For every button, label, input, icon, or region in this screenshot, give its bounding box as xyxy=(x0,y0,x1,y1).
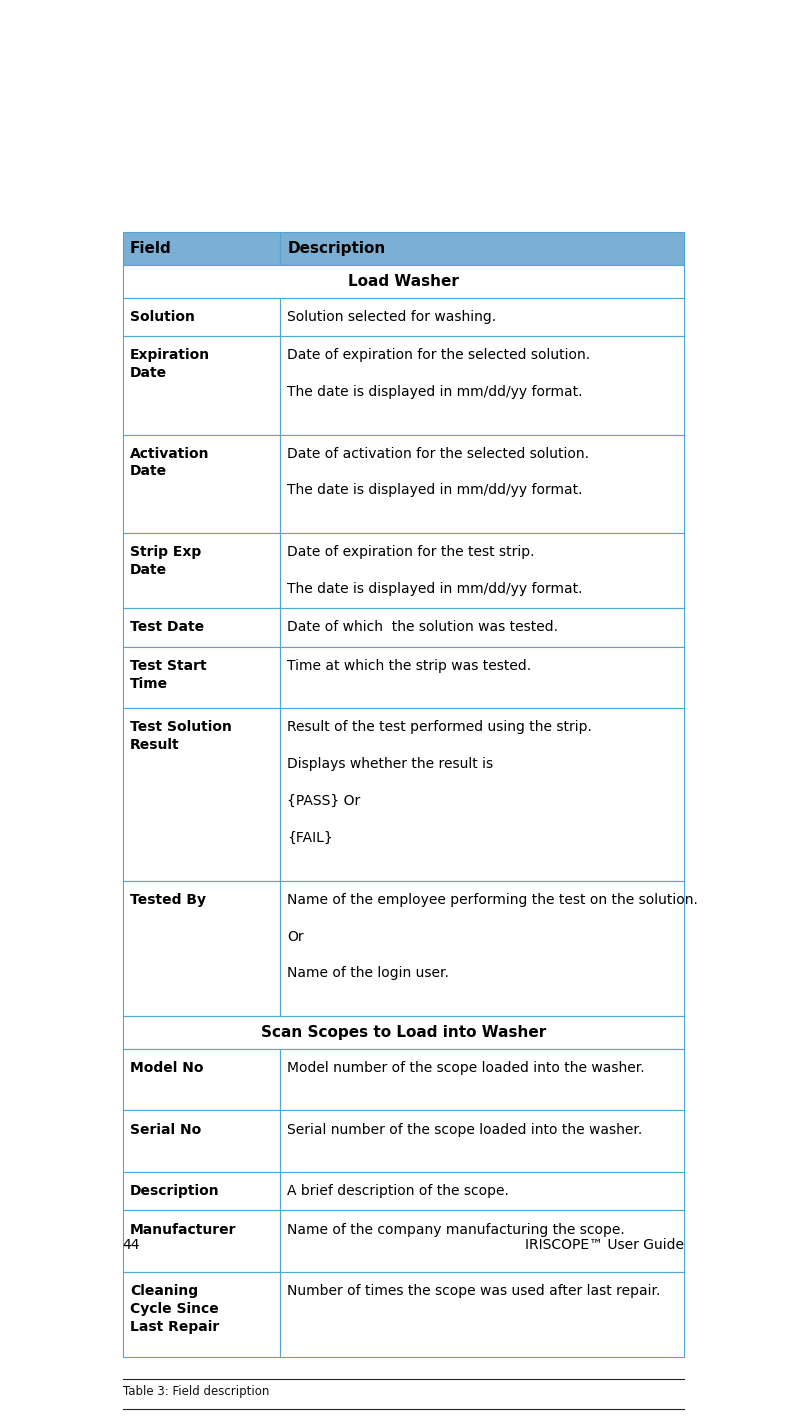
FancyBboxPatch shape xyxy=(280,1210,684,1271)
FancyBboxPatch shape xyxy=(280,708,684,880)
Text: Description: Description xyxy=(287,241,386,255)
FancyBboxPatch shape xyxy=(123,708,280,880)
FancyBboxPatch shape xyxy=(123,880,280,1016)
Text: Result of the test performed using the strip.
 
Displays whether the result is
 : Result of the test performed using the s… xyxy=(287,721,592,845)
Text: Test Date: Test Date xyxy=(130,621,204,635)
FancyBboxPatch shape xyxy=(123,608,280,646)
FancyBboxPatch shape xyxy=(280,1271,684,1357)
FancyBboxPatch shape xyxy=(280,337,684,434)
Text: Date of which  the solution was tested.: Date of which the solution was tested. xyxy=(287,621,558,635)
Text: Scan Scopes to Load into Washer: Scan Scopes to Load into Washer xyxy=(260,1025,546,1040)
Text: IRISCOPE™ User Guide: IRISCOPE™ User Guide xyxy=(525,1239,684,1253)
FancyBboxPatch shape xyxy=(280,646,684,708)
Text: Number of times the scope was used after last repair.: Number of times the scope was used after… xyxy=(287,1284,660,1299)
Text: Manufacturer: Manufacturer xyxy=(130,1223,237,1237)
FancyBboxPatch shape xyxy=(123,532,280,608)
FancyBboxPatch shape xyxy=(280,880,684,1016)
Text: Date of expiration for the selected solution.
 
The date is displayed in mm/dd/y: Date of expiration for the selected solu… xyxy=(287,348,590,400)
FancyBboxPatch shape xyxy=(123,298,280,337)
Text: Serial No: Serial No xyxy=(130,1123,201,1136)
Text: Test Start
Time: Test Start Time xyxy=(130,659,207,691)
Text: Field: Field xyxy=(130,241,172,255)
FancyBboxPatch shape xyxy=(123,1110,280,1172)
Text: Description: Description xyxy=(130,1184,220,1199)
FancyBboxPatch shape xyxy=(280,1172,684,1210)
FancyBboxPatch shape xyxy=(123,1210,280,1271)
FancyBboxPatch shape xyxy=(123,264,684,298)
Text: Table 3: Field description: Table 3: Field description xyxy=(123,1386,269,1398)
FancyBboxPatch shape xyxy=(123,1049,280,1110)
FancyBboxPatch shape xyxy=(280,608,684,646)
FancyBboxPatch shape xyxy=(123,434,280,532)
Text: Tested By: Tested By xyxy=(130,893,206,906)
Text: Name of the company manufacturing the scope.: Name of the company manufacturing the sc… xyxy=(287,1223,625,1237)
Text: Load Washer: Load Washer xyxy=(348,274,459,288)
Text: Model number of the scope loaded into the washer.: Model number of the scope loaded into th… xyxy=(287,1062,645,1075)
FancyBboxPatch shape xyxy=(123,1172,280,1210)
FancyBboxPatch shape xyxy=(280,532,684,608)
FancyBboxPatch shape xyxy=(280,1110,684,1172)
Text: Date of expiration for the test strip.
 
The date is displayed in mm/dd/yy forma: Date of expiration for the test strip. T… xyxy=(287,545,582,596)
FancyBboxPatch shape xyxy=(123,231,280,264)
FancyBboxPatch shape xyxy=(280,1049,684,1110)
Text: Name of the employee performing the test on the solution.
 
Or
 
Name of the log: Name of the employee performing the test… xyxy=(287,893,698,980)
Text: 44: 44 xyxy=(123,1239,140,1253)
FancyBboxPatch shape xyxy=(280,231,684,264)
Text: Time at which the strip was tested.: Time at which the strip was tested. xyxy=(287,659,531,674)
Text: Model No: Model No xyxy=(130,1062,204,1075)
FancyBboxPatch shape xyxy=(123,1016,684,1049)
Text: Date of activation for the selected solution.
 
The date is displayed in mm/dd/y: Date of activation for the selected solu… xyxy=(287,447,589,498)
FancyBboxPatch shape xyxy=(123,646,280,708)
Text: Test Solution
Result: Test Solution Result xyxy=(130,721,232,752)
Text: Solution: Solution xyxy=(130,310,195,324)
Text: Serial number of the scope loaded into the washer.: Serial number of the scope loaded into t… xyxy=(287,1123,642,1136)
Text: Solution selected for washing.: Solution selected for washing. xyxy=(287,310,497,324)
Text: Strip Exp
Date: Strip Exp Date xyxy=(130,545,201,577)
FancyBboxPatch shape xyxy=(123,337,280,434)
FancyBboxPatch shape xyxy=(280,298,684,337)
Text: A brief description of the scope.: A brief description of the scope. xyxy=(287,1184,509,1199)
Text: Activation
Date: Activation Date xyxy=(130,447,209,478)
Text: Cleaning
Cycle Since
Last Repair: Cleaning Cycle Since Last Repair xyxy=(130,1284,220,1334)
FancyBboxPatch shape xyxy=(123,1271,280,1357)
Text: Expiration
Date: Expiration Date xyxy=(130,348,210,380)
FancyBboxPatch shape xyxy=(280,434,684,532)
